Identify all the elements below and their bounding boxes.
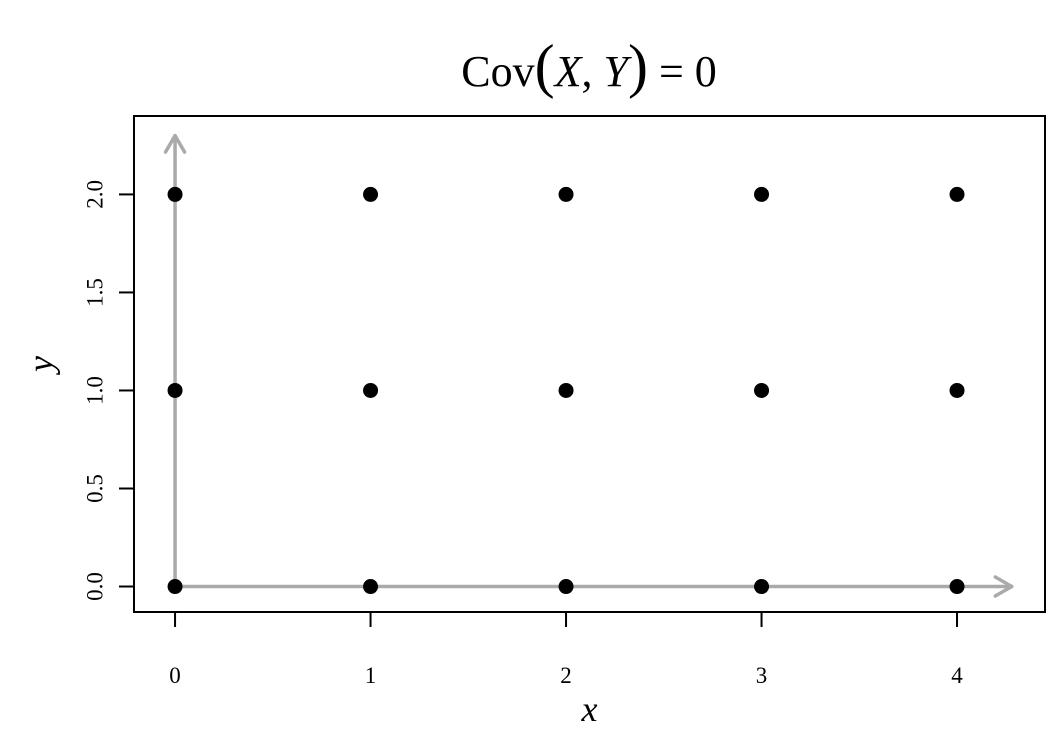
- chart-title-var2: Y: [603, 47, 632, 96]
- data-point: [949, 186, 965, 202]
- data-point: [558, 382, 574, 398]
- chart-title-close-paren: ): [628, 33, 648, 99]
- y-tick-label: 1.5: [82, 278, 107, 307]
- data-point: [558, 186, 574, 202]
- data-point: [949, 579, 965, 595]
- data-point: [167, 579, 183, 595]
- data-point: [363, 579, 379, 595]
- x-axis-title: x: [581, 689, 598, 729]
- arrows-layer: [163, 133, 1014, 598]
- points-layer: [167, 186, 965, 595]
- data-point: [167, 382, 183, 398]
- x-tick-label: 0: [169, 663, 181, 688]
- x-axis: 0 1 2 3 4: [169, 611, 963, 688]
- x-axis-arrow: [173, 575, 1014, 598]
- chart-title: Cov(X, Y) = 0: [461, 33, 717, 99]
- y-tick-label: 1.0: [82, 376, 107, 405]
- y-tick-label: 0.0: [82, 572, 107, 601]
- chart-title-open-paren: (: [535, 33, 555, 99]
- data-point: [754, 186, 770, 202]
- data-point: [558, 579, 574, 595]
- x-tick-label: 4: [951, 663, 963, 688]
- y-tick-label: 0.5: [82, 474, 107, 503]
- chart-title-suffix: = 0: [648, 47, 717, 96]
- data-point: [363, 186, 379, 202]
- chart-title-var1: X: [553, 47, 584, 96]
- plot-frame: [133, 115, 1046, 613]
- data-point: [167, 186, 183, 202]
- chart-title-sep: ,: [581, 47, 603, 96]
- y-axis: 0.0 0.5 1.0 1.5 2.0: [82, 180, 135, 601]
- x-tick-label: 1: [365, 663, 377, 688]
- y-axis-arrow: [163, 133, 187, 589]
- data-point: [949, 382, 965, 398]
- data-point: [754, 579, 770, 595]
- data-point: [363, 382, 379, 398]
- y-tick-label: 2.0: [82, 180, 107, 209]
- x-tick-label: 3: [756, 663, 768, 688]
- chart-title-prefix: Cov: [461, 47, 534, 96]
- data-point: [754, 382, 770, 398]
- y-axis-title: y: [20, 356, 60, 375]
- x-tick-label: 2: [560, 663, 572, 688]
